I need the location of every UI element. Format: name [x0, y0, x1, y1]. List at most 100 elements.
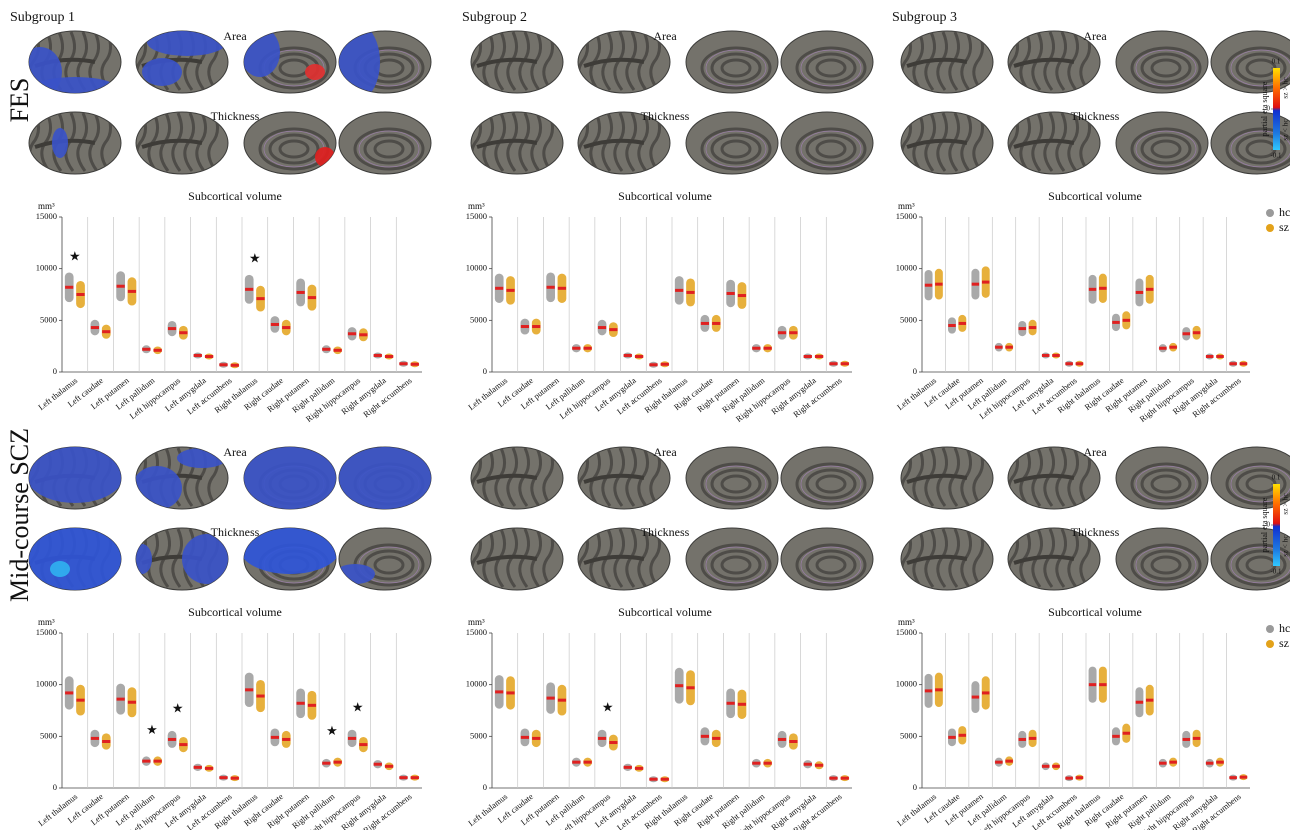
effect-patch: [315, 147, 335, 167]
brain-surface: [29, 112, 121, 174]
median-mark: [572, 347, 580, 350]
median-mark: [572, 761, 580, 764]
median-mark: [959, 734, 966, 737]
median-mark: [532, 737, 540, 740]
median-mark: [686, 291, 694, 294]
median-mark: [205, 767, 213, 770]
y-tick-label: 10000: [896, 679, 917, 689]
map-label: Thickness: [1071, 525, 1120, 539]
brain-surface: [686, 528, 778, 590]
median-mark: [764, 347, 772, 350]
median-mark: [948, 736, 955, 739]
median-mark: [1136, 291, 1143, 294]
significance-star: ★: [352, 699, 364, 714]
y-tick-label: 15000: [36, 627, 57, 637]
median-mark: [584, 761, 592, 764]
median-mark: [411, 776, 419, 779]
colorbar-title: partial eta square: [1260, 81, 1269, 136]
figure: FESMid-course SCZSubgroup 1AreaThickness…: [0, 0, 1290, 830]
median-mark: [935, 688, 942, 691]
median-mark: [789, 740, 797, 743]
median-mark: [154, 349, 162, 352]
median-mark: [194, 354, 202, 357]
effect-patch: [330, 22, 380, 102]
panel-title: Subgroup 2: [462, 10, 527, 25]
map-label: Area: [223, 29, 247, 43]
significance-star: ★: [326, 723, 338, 738]
effect-patch: [182, 534, 232, 584]
median-mark: [1052, 765, 1059, 768]
median-mark: [675, 684, 683, 687]
median-mark: [752, 347, 760, 350]
median-mark: [76, 699, 84, 702]
brain-surface: [686, 112, 778, 174]
median-mark: [558, 699, 566, 702]
colorbar-upper-label: sz > hc: [1281, 493, 1290, 515]
median-mark: [1159, 347, 1166, 350]
brain-surface: [901, 31, 993, 93]
median-mark: [506, 289, 514, 292]
median-mark: [1146, 699, 1153, 702]
brain-surface: [471, 112, 563, 174]
brain-surface: [132, 447, 228, 510]
brain-surface: [686, 31, 778, 93]
map-label: Area: [1083, 445, 1107, 459]
median-mark: [1042, 765, 1049, 768]
y-tick-label: 10000: [466, 263, 487, 273]
brain-surface: [1116, 31, 1208, 93]
median-mark: [804, 763, 812, 766]
median-mark: [1159, 762, 1166, 765]
median-mark: [117, 698, 125, 701]
median-mark: [142, 348, 150, 351]
brain-surface: [330, 22, 431, 102]
effect-patch: [240, 443, 340, 513]
median-mark: [168, 327, 176, 330]
y-tick-label: 10000: [36, 263, 57, 273]
median-mark: [245, 688, 253, 691]
median-mark: [521, 736, 529, 739]
brain-surface: [781, 112, 873, 174]
median-mark: [829, 362, 837, 365]
brain-sulci: [240, 443, 340, 513]
brain-surface: [901, 112, 993, 174]
median-mark: [1206, 762, 1213, 765]
median-mark: [1183, 332, 1190, 335]
y-unit: mm³: [898, 617, 915, 627]
y-unit: mm³: [468, 617, 485, 627]
median-mark: [154, 760, 162, 763]
y-tick-label: 0: [483, 366, 487, 376]
median-mark: [348, 332, 356, 335]
median-mark: [701, 735, 709, 738]
median-mark: [532, 325, 540, 328]
median-mark: [334, 349, 342, 352]
median-mark: [245, 288, 253, 291]
brain-surface: [686, 447, 778, 509]
y-unit: mm³: [38, 201, 55, 211]
median-mark: [1089, 288, 1096, 291]
brain-surface: [781, 447, 873, 509]
median-mark: [995, 761, 1002, 764]
median-mark: [764, 762, 772, 765]
median-mark: [297, 291, 305, 294]
brain-sulci: [25, 524, 125, 594]
effect-patch: [177, 448, 227, 468]
colorbar-tick-label: -0.1: [1270, 152, 1282, 160]
median-mark: [231, 777, 239, 780]
median-mark: [982, 691, 989, 694]
median-mark: [789, 331, 797, 334]
median-mark: [271, 323, 279, 326]
median-mark: [179, 743, 187, 746]
median-mark: [584, 347, 592, 350]
median-mark: [1052, 354, 1059, 357]
median-mark: [778, 738, 786, 741]
colorbar-lower-label: sz < hc: [1281, 535, 1290, 557]
map-label: Thickness: [211, 525, 260, 539]
brain-surface: [25, 443, 125, 509]
effect-patch: [142, 58, 182, 86]
median-mark: [1089, 683, 1096, 686]
legend-swatch: [1266, 625, 1274, 633]
brain-surface: [25, 524, 125, 594]
median-mark: [675, 289, 683, 292]
median-mark: [982, 281, 989, 284]
significance-star: ★: [249, 250, 261, 265]
